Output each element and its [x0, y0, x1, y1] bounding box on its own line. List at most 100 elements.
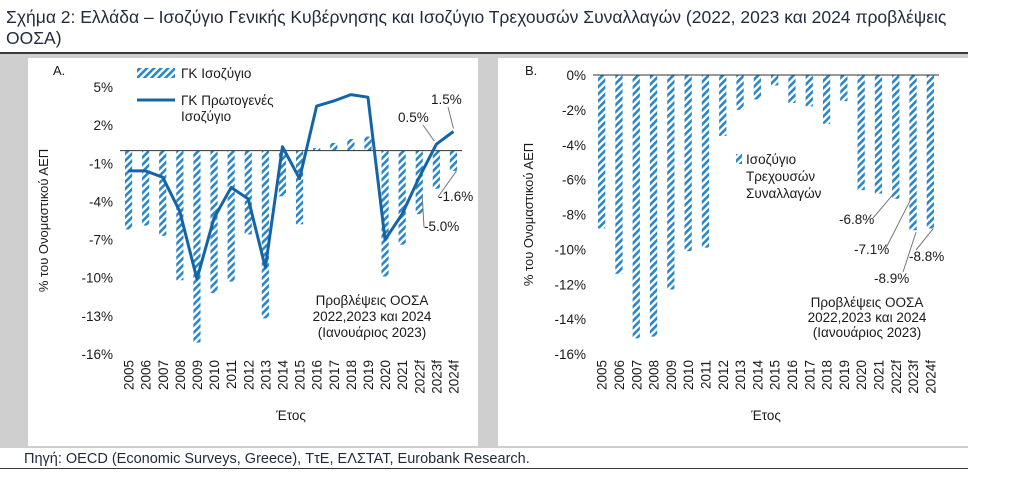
y-tick-label: -4% [89, 194, 113, 209]
x-axis-title: Έτος [275, 408, 306, 423]
y-tick-label: 0% [566, 68, 586, 83]
bar [701, 75, 710, 248]
x-tick-label: 2007 [156, 360, 171, 390]
y-tick-label: -10% [81, 271, 113, 286]
x-tick-label: 2009 [190, 360, 205, 390]
bar [159, 150, 167, 236]
data-label: -6.8% [839, 212, 874, 227]
y-tick-label: -10% [554, 242, 586, 257]
x-tick-label: 2008 [173, 360, 188, 390]
panel-label: A. [53, 63, 65, 78]
panel-a: A. 5% 2% -1% -4% -7% -10% -13% -16% % του Ονομαστ… [28, 58, 478, 446]
forecast-note: Προβλέψεις ΟΟΣΑ [811, 295, 924, 310]
x-tick-label: 2006 [139, 360, 154, 390]
x-tick-label: 2010 [681, 360, 696, 390]
bar [227, 150, 235, 282]
legend-label-line: Ισοζύγιο [181, 109, 231, 124]
bar [719, 75, 727, 137]
y-axis-title: % του Ονομαστικού ΑΕΠ [36, 149, 51, 292]
source-note: Πηγή: OECD (Economic Surveys, Greece), Τ… [24, 451, 530, 467]
bar [398, 150, 406, 245]
y-tick-label: -1% [89, 156, 113, 171]
figure-title: Σχήμα 2: Ελλάδα – Ισοζύγιο Γενικής Κυβέρ… [6, 7, 947, 48]
data-label: 0.5% [398, 110, 429, 125]
legend-label: Ισοζύγιο [746, 152, 796, 167]
x-tick-label: 2012 [241, 360, 256, 390]
x-tick-label: 2009 [664, 360, 679, 390]
x-tick-label: 2011 [698, 360, 713, 389]
y-tick-label: -16% [554, 347, 586, 362]
y-axis-title: % του Ονομαστικού ΑΕΠ [521, 143, 536, 286]
x-tick-label: 2005 [122, 360, 137, 390]
forecast-note: (Ιανουάριος 2023) [318, 325, 426, 340]
line-series [128, 93, 455, 281]
y-tick-label: -12% [554, 277, 586, 292]
bar [295, 150, 304, 225]
bar [415, 150, 423, 215]
x-tick-label: 2015 [768, 360, 783, 390]
chart-a: A. 5% 2% -1% -4% -7% -10% -13% -16% % του Ονομαστ… [36, 63, 473, 423]
x-tick-label: 2014 [275, 360, 290, 391]
x-tick-label: 2017 [802, 360, 817, 390]
forecast-note: (Ιανουάριος 2023) [813, 325, 921, 340]
x-tick-label: 2016 [785, 360, 800, 390]
x-tick-label: 2014 [750, 360, 765, 391]
y-tick-label: -6% [562, 173, 586, 188]
forecast-note: 2022,2023 και 2024 [808, 310, 927, 325]
bar [124, 150, 133, 230]
x-tick-label: 2020 [854, 360, 869, 390]
bar [364, 136, 372, 151]
data-label: -8.8% [909, 249, 944, 264]
x-tick-label: 2015 [293, 360, 308, 390]
x-tick-label: 2013 [258, 360, 273, 390]
x-tick-label: 2010 [207, 360, 222, 390]
legend-label: Συναλλαγών [746, 186, 822, 201]
x-tick-label: 2022f [889, 360, 904, 394]
y-tick-label: -8% [562, 208, 586, 223]
x-tick-label: 2020 [378, 360, 393, 390]
data-label: -1.6% [438, 189, 473, 204]
y-tick-label: -2% [562, 103, 586, 118]
legend-label: Τρεχουσών [746, 169, 815, 184]
x-tick-label: 2022f [412, 360, 427, 394]
x-tick-label: 2017 [327, 360, 342, 390]
x-tick-label: 2024f [446, 360, 461, 394]
bar [449, 150, 458, 171]
x-tick-label: 2008 [647, 360, 662, 390]
bar [278, 150, 287, 197]
data-label: -5.0% [424, 219, 459, 234]
x-tick-label: 2012 [716, 360, 731, 390]
x-tick-label: 2019 [837, 360, 852, 390]
x-tick-label: 2013 [733, 360, 748, 390]
x-tick-label: 2018 [820, 360, 835, 390]
bar [805, 75, 813, 107]
legend-label-line: ΓΚ Πρωτογενές [181, 93, 274, 108]
bar [892, 75, 900, 199]
y-tick-label: -14% [554, 312, 586, 327]
bar [432, 150, 440, 189]
bar [193, 150, 201, 343]
bar [261, 150, 269, 319]
leader-line [447, 106, 454, 129]
x-tick-label: 2023f [429, 360, 444, 394]
data-label: 1.5% [431, 92, 462, 107]
leader-line [885, 198, 912, 249]
y-tick-label: -7% [89, 233, 113, 248]
bar [736, 75, 744, 110]
leader-line [902, 232, 917, 273]
y-tick-label: -16% [81, 347, 113, 362]
bar [771, 75, 779, 86]
legend-swatch-bar [137, 68, 175, 78]
x-tick-label: 2021 [395, 360, 410, 390]
x-tick-label: 2024f [923, 360, 938, 394]
bar [822, 75, 831, 124]
bar [753, 75, 761, 100]
bar [244, 150, 252, 235]
x-tick-label: 2018 [344, 360, 359, 390]
bar [926, 75, 934, 229]
bar [667, 75, 675, 290]
y-tick-label: 2% [93, 118, 113, 133]
bar [347, 139, 355, 151]
bar [598, 75, 606, 229]
chart-b: B. 0% -2% -4% -6% -8% -10% -12% -14% -16% % του Ον… [521, 63, 944, 423]
